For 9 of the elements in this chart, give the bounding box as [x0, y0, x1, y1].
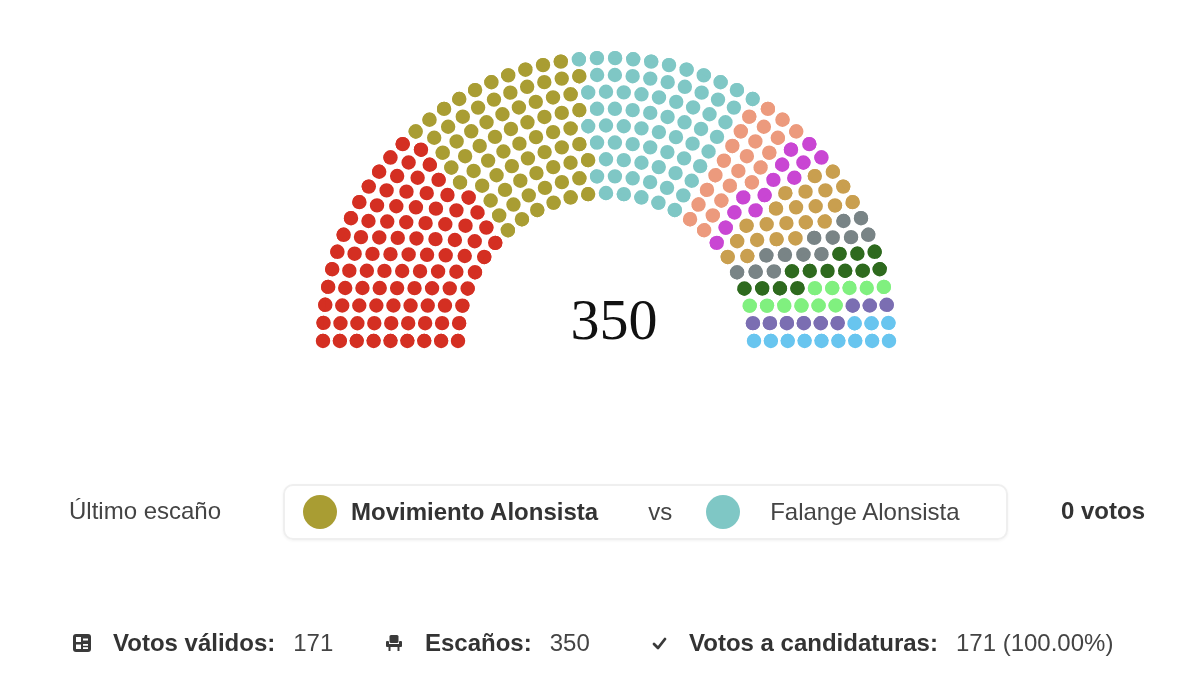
text: Votos a candidaturas: 171 (100.00%): [689, 629, 1114, 657]
legend-label: Movimiento Alonsista: [351, 498, 599, 526]
text: vs: [648, 498, 673, 526]
legend-label: Falange Alonsista: [770, 498, 960, 526]
text: Escaños: 350: [425, 629, 590, 657]
text: 350: [570, 287, 658, 352]
text: Último escaño: [69, 496, 222, 526]
text: 0 votos: [1060, 496, 1145, 526]
text: Votos válidos: 171: [113, 629, 334, 657]
